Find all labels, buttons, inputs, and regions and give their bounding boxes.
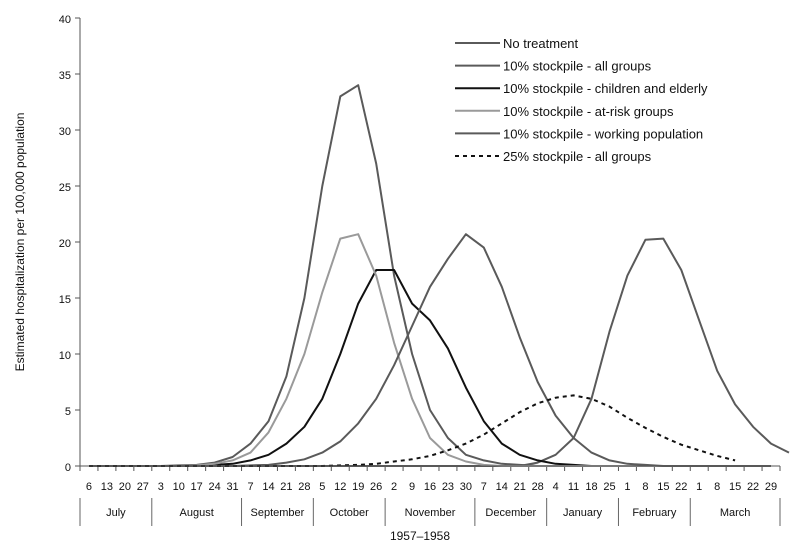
x-tick-label: 1	[696, 481, 702, 493]
legend-label-2: 10% stockpile - all groups	[503, 59, 652, 74]
x-tick-label: 7	[481, 481, 487, 493]
x-tick-label: 14	[496, 481, 508, 493]
y-tick-label: 0	[65, 462, 71, 474]
x-tick-label: 31	[226, 481, 238, 493]
x-tick-label: 26	[370, 481, 382, 493]
month-labels: July August September October November Decemb…	[79, 498, 781, 526]
x-tick-label: 15	[729, 481, 741, 493]
x-tick-label: 7	[247, 481, 253, 493]
x-tick-label: 6	[86, 481, 92, 493]
x-tick-label: 5	[319, 481, 325, 493]
legend-label-3: 10% stockpile - children and elderly	[503, 81, 708, 96]
y-axis-title: Estimated hospitalization per 100,000 po…	[13, 113, 27, 372]
x-tick-label: 9	[409, 481, 415, 493]
x-tick-label: 23	[442, 481, 454, 493]
series-line-5	[89, 233, 771, 467]
y-tick-label: 15	[59, 294, 71, 306]
x-tick-label: 19	[352, 481, 364, 493]
month-label: September	[251, 507, 305, 519]
x-tick-label: 25	[603, 481, 615, 493]
x-tick-label: 16	[424, 481, 436, 493]
x-tick-label: 18	[585, 481, 597, 493]
x-axis-title: 1957–1958	[390, 529, 450, 543]
month-label: July	[106, 507, 126, 519]
legend-label-6: 25% stockpile - all groups	[503, 149, 652, 164]
y-tick-label: 35	[59, 70, 71, 82]
month-label: October	[330, 507, 369, 519]
x-axis-ticks: 6 13 20 27 3 10 17 24 31 7 14 21 28 5 12 19 26 2 9 16 23 30 7 1…	[79, 466, 781, 493]
x-tick-label: 13	[101, 481, 113, 493]
series-line-6	[89, 394, 736, 467]
legend-label-1: No treatment	[503, 36, 579, 51]
series-line-1	[89, 84, 754, 467]
y-tick-label: 5	[65, 406, 71, 418]
x-tick-label: 29	[765, 481, 777, 493]
x-tick-label: 28	[298, 481, 310, 493]
x-tick-label: 22	[675, 481, 687, 493]
x-tick-label: 15	[657, 481, 669, 493]
legend-label-5: 10% stockpile - working population	[503, 126, 703, 141]
x-tick-label: 28	[532, 481, 544, 493]
series-layer	[89, 84, 790, 467]
x-tick-label: 17	[191, 481, 203, 493]
x-tick-label: 14	[262, 481, 274, 493]
x-tick-label: 24	[208, 481, 220, 493]
y-tick-label: 10	[59, 350, 71, 362]
y-tick-label: 40	[59, 14, 71, 26]
x-tick-label: 20	[119, 481, 131, 493]
month-label: November	[405, 507, 456, 519]
month-label: February	[632, 507, 677, 519]
x-tick-label: 11	[568, 481, 579, 493]
x-tick-label: 8	[714, 481, 720, 493]
x-tick-label: 21	[514, 481, 526, 493]
y-axis-ticks: 0 5 10 15 20 25 30 35 40	[59, 14, 80, 474]
legend-label-4: 10% stockpile - at-risk groups	[503, 104, 674, 119]
y-tick-label: 30	[59, 126, 71, 138]
month-label: December	[485, 507, 536, 519]
month-label: March	[720, 507, 751, 519]
month-label: August	[180, 507, 214, 519]
x-tick-label: 22	[747, 481, 759, 493]
month-label: January	[563, 507, 603, 519]
x-tick-label: 1	[624, 481, 630, 493]
series-line-4	[89, 233, 771, 467]
x-tick-label: 30	[460, 481, 472, 493]
legend: No treatment 10% stockpile - all groups 10…	[455, 36, 708, 164]
x-tick-label: 2	[391, 481, 397, 493]
x-tick-label: 12	[334, 481, 346, 493]
x-tick-label: 8	[642, 481, 648, 493]
x-tick-label: 27	[137, 481, 149, 493]
x-tick-label: 4	[553, 481, 559, 493]
x-tick-label: 10	[173, 481, 185, 493]
x-tick-label: 21	[280, 481, 292, 493]
y-tick-label: 20	[59, 238, 71, 250]
y-tick-label: 25	[59, 182, 71, 194]
x-tick-label: 3	[158, 481, 164, 493]
